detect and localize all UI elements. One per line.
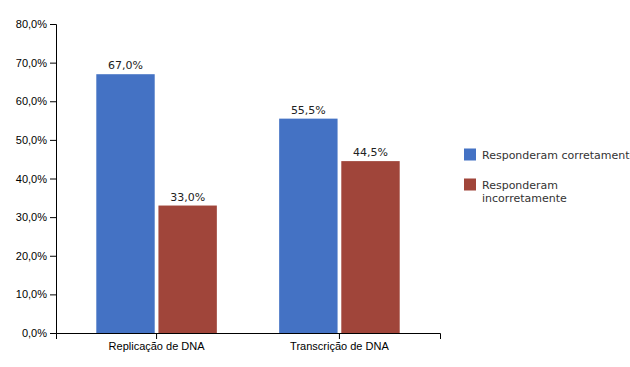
y-tick: 0,0%: [22, 327, 56, 339]
y-tick: 70,0%: [16, 57, 56, 69]
x-tick-label: Transcrição de DNA: [290, 340, 389, 352]
y-tick: 50,0%: [16, 134, 56, 146]
legend-swatch: [464, 179, 476, 191]
y-axis: 0,0% 10,0% 20,0% 30,0% 40,0% 50,0% 60,0% 70,0% 8…: [16, 18, 57, 339]
y-tick-mark: [50, 140, 56, 141]
x-tick: Transcrição de DNA: [290, 333, 389, 352]
bar: [279, 119, 337, 333]
bar: [96, 74, 154, 333]
y-tick-mark: [50, 256, 56, 257]
data-label: 44,5%: [353, 146, 388, 159]
y-tick-mark: [50, 294, 56, 295]
y-tick: 10,0%: [16, 288, 56, 300]
data-label: 67,0%: [108, 59, 143, 72]
y-tick-mark: [50, 179, 56, 180]
legend-item: Responderamincorretamente: [464, 179, 567, 205]
legend-label: Responderamincorretamente: [482, 179, 567, 205]
y-tick-mark: [50, 333, 56, 334]
plot: 0,0% 10,0% 20,0% 30,0% 40,0% 50,0% 60,0% 70,0% 8…: [16, 18, 441, 352]
y-tick-label: 80,0%: [16, 18, 47, 30]
y-tick-label: 20,0%: [16, 250, 47, 262]
legend-item: Responderam corretamente: [464, 149, 630, 162]
x-tick-label: Replicação de DNA: [109, 340, 206, 352]
bar: [158, 206, 216, 333]
y-tick-label: 50,0%: [16, 134, 47, 146]
y-tick-label: 60,0%: [16, 95, 47, 107]
y-tick: 80,0%: [16, 18, 56, 30]
y-tick-label: 30,0%: [16, 211, 47, 223]
y-tick-label: 0,0%: [22, 327, 47, 339]
y-tick-label: 70,0%: [16, 57, 47, 69]
y-tick: 40,0%: [16, 173, 56, 185]
x-tick-mark: [156, 333, 157, 339]
data-label: 33,0%: [170, 191, 205, 204]
bar: [341, 161, 399, 333]
y-tick-label: 10,0%: [16, 288, 47, 300]
data-label: 55,5%: [291, 104, 326, 117]
y-tick: 30,0%: [16, 211, 56, 223]
y-tick-mark: [50, 217, 56, 218]
chart: 0,0% 10,0% 20,0% 30,0% 40,0% 50,0% 60,0% 70,0% 8…: [0, 0, 630, 367]
x-axis: Replicação de DNA Transcrição de DNA: [57, 333, 441, 352]
y-tick-mark: [50, 24, 56, 25]
data-labels: 67,0% 55,5% 33,0% 44,5%: [108, 59, 388, 203]
y-tick-mark: [50, 63, 56, 64]
y-tick: 20,0%: [16, 250, 56, 262]
x-axis-line: [57, 334, 441, 340]
y-tick-label: 40,0%: [16, 173, 47, 185]
x-tick-mark: [339, 333, 340, 339]
y-axis-line: [50, 25, 57, 334]
x-tick: Replicação de DNA: [109, 333, 206, 352]
legend: Responderam corretamente Responderamincor…: [464, 149, 630, 205]
y-tick-mark: [50, 101, 56, 102]
legend-label: Responderam corretamente: [482, 149, 630, 162]
legend-swatch: [464, 149, 476, 161]
bars: [96, 74, 399, 333]
y-tick: 60,0%: [16, 95, 56, 107]
